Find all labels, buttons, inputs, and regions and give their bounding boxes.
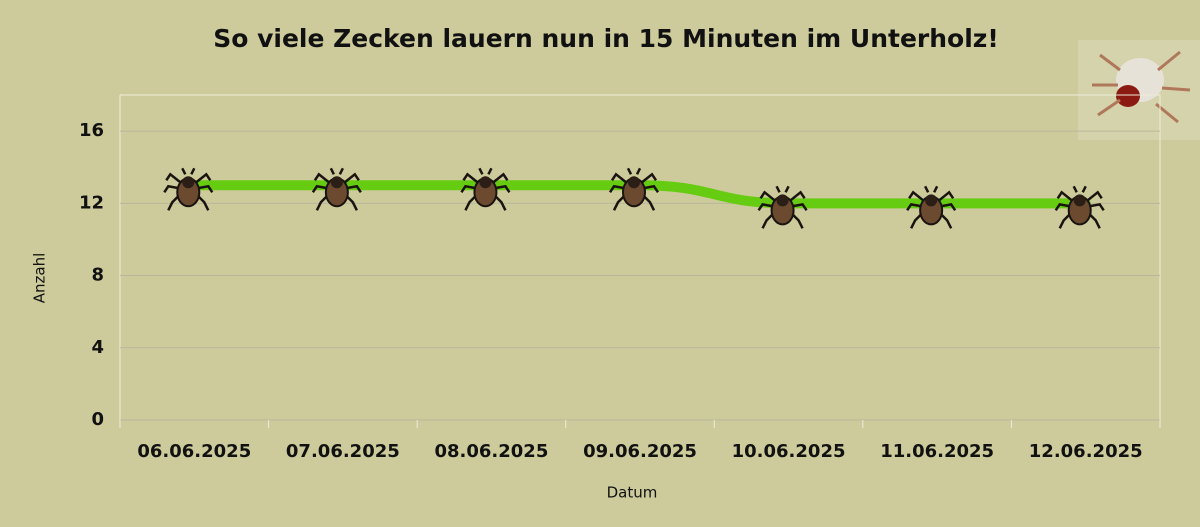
marker-shield <box>1073 194 1086 207</box>
marker-legs <box>460 167 511 211</box>
tick-marker <box>608 167 660 211</box>
y-tick-label: 0 <box>91 409 104 430</box>
marker-shield <box>182 176 195 189</box>
tick-marker <box>311 167 362 211</box>
marker-legs <box>163 167 214 211</box>
x-tick-label: 06.06.2025 <box>137 441 251 462</box>
y-tick-label: 16 <box>79 120 104 141</box>
x-tick-label: 12.06.2025 <box>1029 441 1143 462</box>
tick-marker <box>1054 185 1105 229</box>
tick-marker <box>757 185 808 229</box>
marker-shield <box>925 194 938 207</box>
x-axis-label: Datum <box>607 484 658 502</box>
tick-marker <box>460 167 511 211</box>
corner-tick-image <box>1078 40 1200 140</box>
marker-legs <box>906 185 957 229</box>
x-tick-label: 11.06.2025 <box>880 441 994 462</box>
marker-shield <box>776 194 789 207</box>
chart-title: So viele Zecken lauern nun in 15 Minuten… <box>213 24 999 53</box>
marker-shield <box>330 176 343 189</box>
y-tick-label: 8 <box>91 265 104 286</box>
marker-legs <box>1054 185 1105 229</box>
marker-legs <box>311 167 362 211</box>
y-tick-label: 4 <box>91 337 104 358</box>
x-tick-label: 08.06.2025 <box>434 441 548 462</box>
tick-marker <box>906 185 957 229</box>
marker-legs <box>757 185 808 229</box>
tick-marker <box>163 167 214 211</box>
x-tick-label: 09.06.2025 <box>583 441 697 462</box>
marker-shield <box>479 176 492 189</box>
marker-shield <box>628 176 640 189</box>
x-tick-label: 10.06.2025 <box>732 441 846 462</box>
y-tick-label: 12 <box>79 192 104 213</box>
marker-legs <box>608 167 660 211</box>
y-axis-label: Anzahl <box>31 253 49 304</box>
x-tick-label: 07.06.2025 <box>286 441 400 462</box>
